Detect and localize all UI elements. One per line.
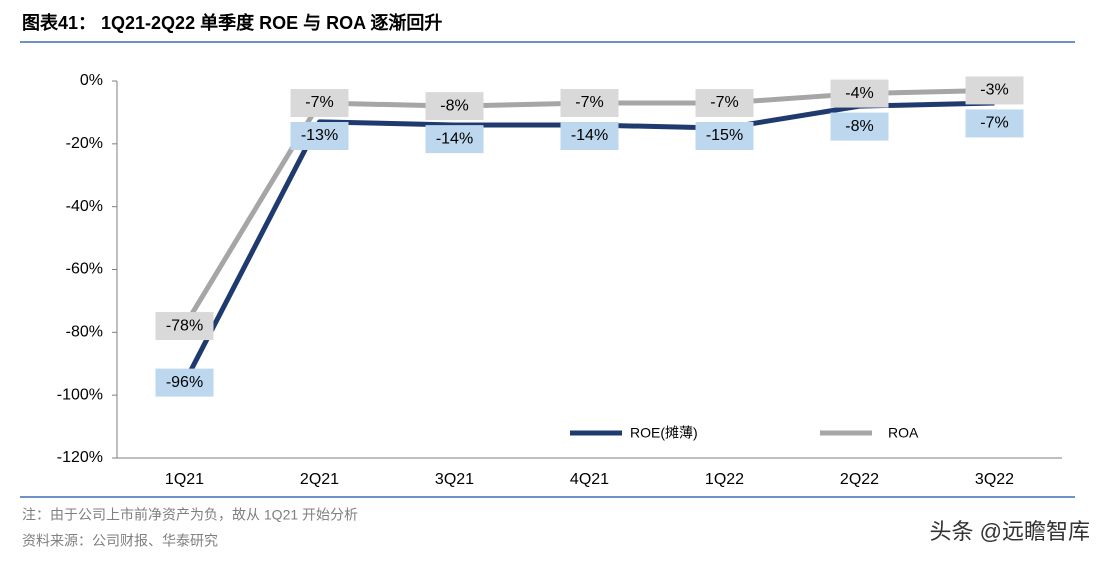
- y-tick-label: -40%: [66, 198, 103, 215]
- value-label-box: [560, 88, 619, 117]
- y-tick-label: 0%: [80, 72, 103, 89]
- source: 资料来源：公司财报、华泰研究: [22, 533, 218, 549]
- value-label-box: [560, 121, 619, 150]
- y-tick-label: -60%: [66, 261, 103, 278]
- value-label: -96%: [166, 374, 203, 391]
- value-label-box: [155, 312, 214, 341]
- legend-label: ROA: [888, 425, 919, 441]
- y-tick-label: -80%: [66, 324, 103, 341]
- value-label-box: [965, 109, 1024, 138]
- value-label: -14%: [571, 127, 608, 144]
- x-tick-label: 1Q21: [165, 471, 204, 488]
- value-label: -78%: [166, 317, 203, 334]
- value-label-box: [830, 79, 889, 108]
- value-label: -8%: [845, 118, 873, 135]
- value-label-box: [155, 368, 214, 397]
- value-label: -3%: [980, 82, 1008, 99]
- value-label: -14%: [436, 130, 473, 147]
- y-tick-label: -100%: [57, 386, 103, 403]
- value-label: -7%: [710, 94, 738, 111]
- y-tick-label: -120%: [57, 449, 103, 466]
- x-tick-label: 3Q22: [975, 471, 1014, 488]
- x-tick-label: 2Q22: [840, 471, 879, 488]
- value-label-box: [290, 88, 349, 117]
- value-label-box: [425, 125, 484, 154]
- value-label: -7%: [575, 94, 603, 111]
- x-tick-label: 2Q21: [300, 471, 339, 488]
- value-label-box: [290, 121, 349, 150]
- legend-label: ROE(摊薄): [630, 425, 698, 441]
- value-label: -7%: [980, 115, 1008, 132]
- value-label: -13%: [301, 127, 338, 144]
- value-label: -7%: [305, 94, 333, 111]
- x-tick-label: 1Q22: [705, 471, 744, 488]
- value-label: -8%: [440, 97, 468, 114]
- value-label: -4%: [845, 85, 873, 102]
- value-label-box: [425, 92, 484, 121]
- chart-title: 图表41： 1Q21-2Q22 单季度 ROE 与 ROA 逐渐回升: [22, 12, 442, 33]
- value-label-box: [695, 121, 754, 150]
- value-label: -15%: [706, 127, 743, 144]
- note: 注：由于公司上市前净资产为负，故从 1Q21 开始分析: [22, 507, 358, 523]
- value-label-box: [695, 88, 754, 117]
- watermark: 头条 @远瞻智库: [930, 519, 1090, 544]
- x-tick-label: 4Q21: [570, 471, 609, 488]
- value-label-box: [830, 112, 889, 141]
- x-tick-label: 3Q21: [435, 471, 474, 488]
- y-tick-label: -20%: [66, 135, 103, 152]
- value-label-box: [965, 76, 1024, 105]
